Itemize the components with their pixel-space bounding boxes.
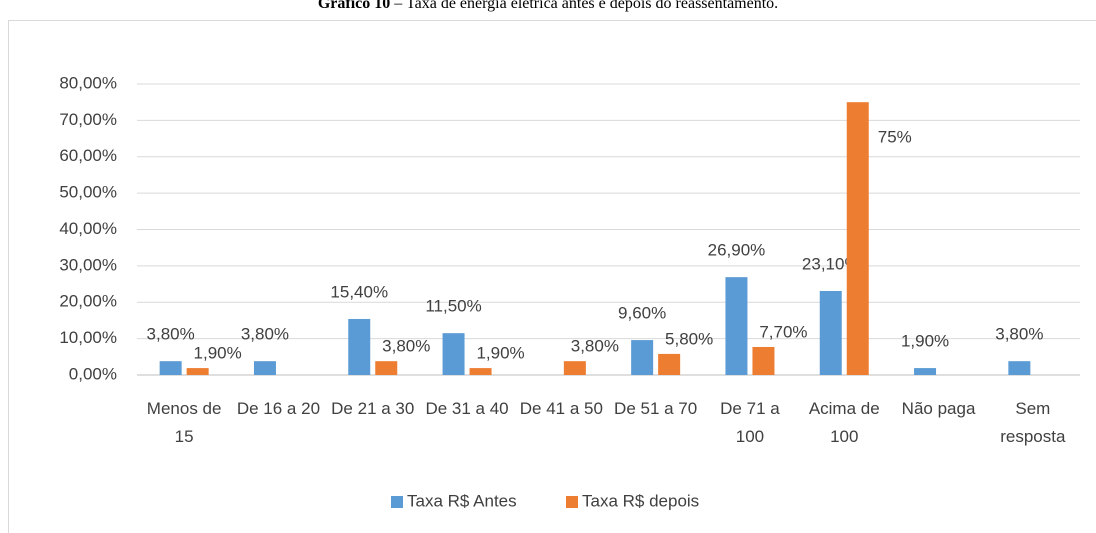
data-label: 3,80% <box>995 325 1043 344</box>
data-label: 9,60% <box>618 304 666 323</box>
title-label: Gráfico 10 <box>318 0 390 12</box>
data-label: 11,50% <box>425 297 481 316</box>
y-tick-label: 40,00% <box>59 219 117 238</box>
bar <box>186 368 209 375</box>
data-label: 3,80% <box>241 325 289 344</box>
bar <box>375 361 398 375</box>
bar <box>819 290 842 375</box>
data-label: 7,70% <box>759 322 807 341</box>
y-tick-label: 80,00% <box>59 73 117 92</box>
bar <box>1008 361 1031 375</box>
bar <box>658 353 681 375</box>
bar <box>159 361 182 375</box>
data-label: 3,80% <box>571 337 619 356</box>
data-label: 3,80% <box>147 325 195 344</box>
y-tick-label: 20,00% <box>59 292 117 311</box>
legend-label: Taxa R$ depois <box>582 491 699 510</box>
legend-swatch <box>391 496 403 508</box>
data-label: 75% <box>878 128 912 147</box>
bar <box>631 340 654 375</box>
bar <box>348 318 371 375</box>
x-tick-label: De 41 a 50 <box>519 399 603 418</box>
bar <box>725 277 748 375</box>
data-label: 15,40% <box>330 282 388 301</box>
x-tick-label: Acima de 100 <box>808 399 880 446</box>
chart-title: Gráfico 10 – Taxa de energia elétrica an… <box>318 0 778 12</box>
x-tick-label: De 51 a 70 <box>614 399 698 418</box>
y-tick-label: 30,00% <box>59 255 117 274</box>
chart-frame <box>8 20 1096 533</box>
title-text: – Taxa de energia elétrica antes e depoi… <box>393 0 778 12</box>
data-label: 3,80% <box>382 337 430 356</box>
bar <box>442 333 465 375</box>
y-tick-label: 60,00% <box>59 146 117 165</box>
bar <box>914 368 937 375</box>
bar <box>563 361 586 375</box>
bar <box>253 361 276 375</box>
data-label: 23,10% <box>802 254 860 273</box>
bar <box>752 346 775 375</box>
x-tick-label: De 31 a 40 <box>425 399 509 418</box>
y-tick-label: 50,00% <box>59 183 117 202</box>
x-tick-label: De 16 a 20 <box>236 399 321 418</box>
bar <box>469 368 492 375</box>
legend-label: Taxa R$ Antes <box>407 491 517 510</box>
x-tick-label: Não paga <box>901 399 976 418</box>
y-tick-label: 0,00% <box>69 364 117 383</box>
data-label: 5,80% <box>665 329 713 348</box>
data-label: 1,90% <box>476 344 524 363</box>
x-tick-label: Menos de 15 <box>146 399 222 446</box>
x-tick-label: Sem resposta <box>1000 399 1066 446</box>
legend-swatch <box>566 496 578 508</box>
data-label: 26,90% <box>708 241 766 260</box>
data-label: 1,90% <box>901 332 949 351</box>
y-tick-label: 70,00% <box>59 110 117 129</box>
bar <box>846 102 869 375</box>
x-tick-label: De 71 a 100 <box>720 399 780 446</box>
data-label: 1,90% <box>194 344 242 363</box>
x-tick-label: De 21 a 30 <box>331 399 415 418</box>
y-tick-label: 10,00% <box>59 328 117 347</box>
